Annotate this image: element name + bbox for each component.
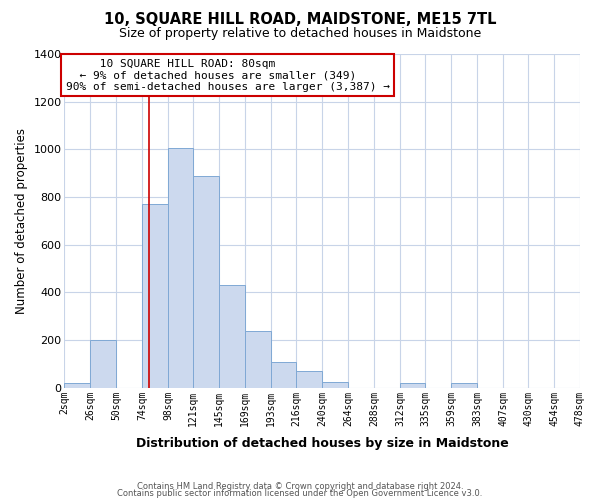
Text: 10 SQUARE HILL ROAD: 80sqm
  ← 9% of detached houses are smaller (349)
90% of se: 10 SQUARE HILL ROAD: 80sqm ← 9% of detac… bbox=[65, 59, 389, 92]
Bar bbox=[296, 371, 322, 388]
Text: Size of property relative to detached houses in Maidstone: Size of property relative to detached ho… bbox=[119, 28, 481, 40]
Bar bbox=[271, 362, 296, 388]
Bar bbox=[322, 382, 348, 388]
Bar bbox=[91, 340, 116, 388]
Text: Contains HM Land Registry data © Crown copyright and database right 2024.: Contains HM Land Registry data © Crown c… bbox=[137, 482, 463, 491]
Bar bbox=[64, 383, 91, 388]
Bar bbox=[142, 204, 169, 388]
X-axis label: Distribution of detached houses by size in Maidstone: Distribution of detached houses by size … bbox=[136, 437, 509, 450]
Bar bbox=[169, 148, 193, 388]
Bar bbox=[451, 383, 477, 388]
Text: 10, SQUARE HILL ROAD, MAIDSTONE, ME15 7TL: 10, SQUARE HILL ROAD, MAIDSTONE, ME15 7T… bbox=[104, 12, 496, 28]
Text: Contains public sector information licensed under the Open Government Licence v3: Contains public sector information licen… bbox=[118, 490, 482, 498]
Bar bbox=[193, 176, 220, 388]
Y-axis label: Number of detached properties: Number of detached properties bbox=[15, 128, 28, 314]
Bar bbox=[245, 330, 271, 388]
Bar bbox=[400, 383, 425, 388]
Bar bbox=[220, 286, 245, 388]
